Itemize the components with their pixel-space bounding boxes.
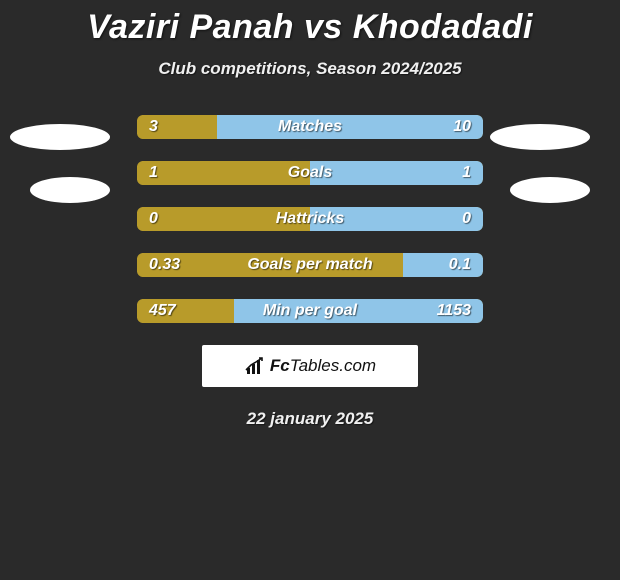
stat-label: Goals: [137, 161, 483, 185]
stat-label: Hattricks: [137, 207, 483, 231]
brand-text: FcTables.com: [270, 356, 376, 376]
stat-row: 0.330.1Goals per match: [137, 253, 483, 277]
date-line: 22 january 2025: [0, 409, 620, 429]
subtitle: Club competitions, Season 2024/2025: [0, 59, 620, 79]
stat-row: 4571153Min per goal: [137, 299, 483, 323]
stat-label: Matches: [137, 115, 483, 139]
brand-badge[interactable]: FcTables.com: [202, 345, 418, 387]
comparison-card: Vaziri Panah vs Khodadadi Club competiti…: [0, 0, 620, 580]
brand-strong: Fc: [270, 356, 290, 375]
stat-label: Min per goal: [137, 299, 483, 323]
brand-light: Tables.com: [290, 356, 376, 375]
stat-row: 310Matches: [137, 115, 483, 139]
stats-area: 310Matches 11Goals 00Hattricks 0.330.1Goals…: [0, 115, 620, 323]
page-title: Vaziri Panah vs Khodadadi: [0, 0, 620, 47]
chart-icon: [244, 356, 266, 376]
stat-row: 11Goals: [137, 161, 483, 185]
stat-row: 00Hattricks: [137, 207, 483, 231]
stat-label: Goals per match: [137, 253, 483, 277]
